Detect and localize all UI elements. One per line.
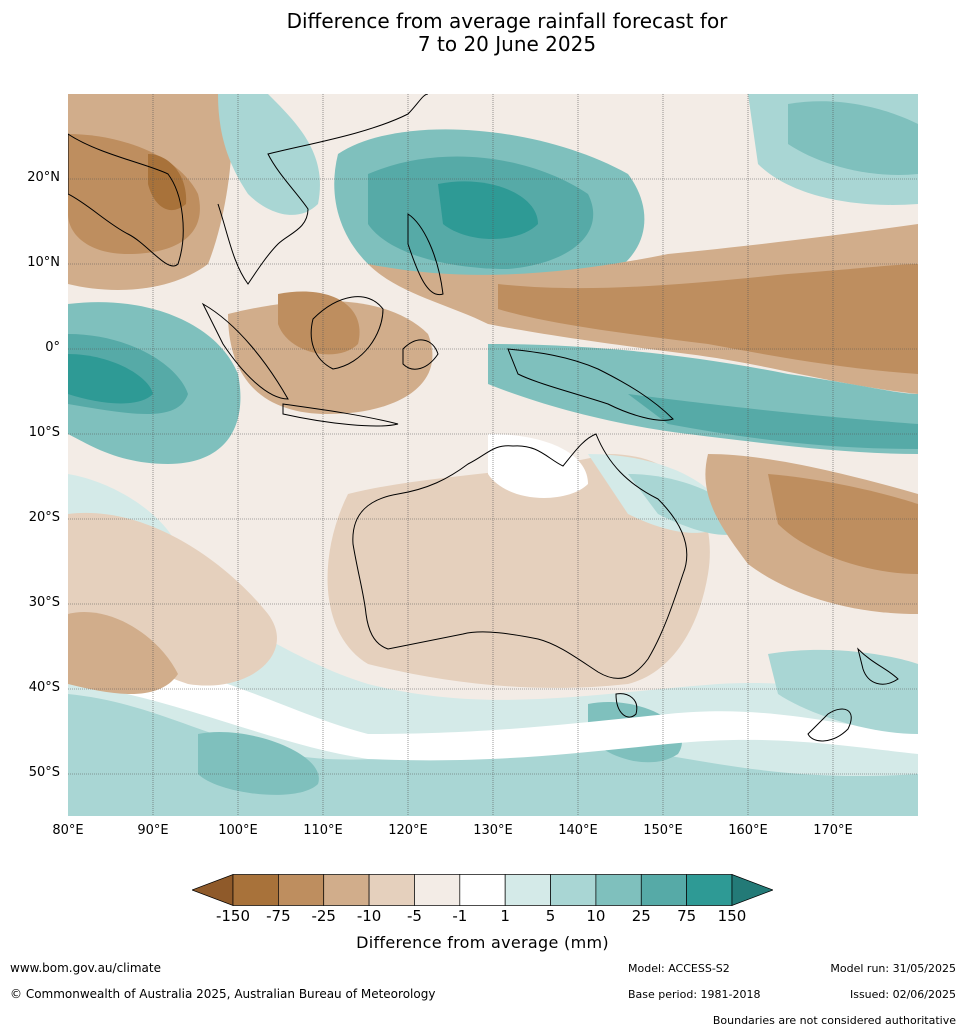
lon-label-130e: 130°E: [473, 823, 513, 838]
lon-label-150e: 150°E: [643, 823, 683, 838]
coastlines: [68, 94, 899, 742]
footer-copyright: © Commonwealth of Australia 2025, Austra…: [10, 987, 436, 1001]
colorbar-low-extend: [192, 874, 234, 906]
colorbar-high-extend: [731, 874, 773, 906]
australia-coastline: [352, 433, 688, 679]
australia-tan-region: [327, 454, 710, 688]
white-band-south: [68, 649, 918, 761]
colorbar: [192, 874, 773, 906]
colorbar-swatch: [504, 874, 551, 906]
coral-sea-teal: [628, 474, 748, 535]
lat-label-40s: 40°S: [28, 680, 60, 695]
map-gridlines: [68, 94, 918, 816]
colorbar-swatch: [459, 874, 506, 906]
borneo-coastline: [310, 296, 384, 370]
north-pacific-teal-2: [788, 101, 918, 175]
bay-of-bengal-brown: [148, 154, 187, 211]
colorbar-tick-label: -10: [356, 907, 382, 925]
colorbar-tick-label: 150: [717, 907, 747, 925]
sulawesi-coastline: [402, 339, 439, 370]
borneo-brown: [278, 291, 360, 355]
colorbar-tick-label: -75: [266, 907, 291, 925]
lon-label-120e: 120°E: [388, 823, 428, 838]
indochina-coastline: [217, 94, 429, 285]
new-guinea-coastline: [507, 348, 674, 421]
rainfall-map: [68, 94, 918, 816]
colorbar-swatch: [323, 874, 370, 906]
lon-label-90e: 90°E: [137, 823, 169, 838]
tasmania-coastline: [615, 693, 638, 718]
colorbar-swatch: [414, 874, 461, 906]
indochina-teal: [218, 94, 320, 215]
indian-ocean-brown-2: [68, 612, 178, 694]
lat-label-50s: 50°S: [28, 765, 60, 780]
colorbar-tick-label: 5: [545, 907, 556, 925]
new-zealand-coastline: [807, 647, 899, 742]
equatorial-pacific-teal-2: [628, 394, 918, 449]
footer-model: Model: ACCESS-S2: [628, 962, 730, 975]
colorbar-tick-label: -1: [452, 907, 468, 925]
colorbar-tick-label: 10: [586, 907, 606, 925]
colorbar-tick-label: 75: [677, 907, 697, 925]
lat-label-30s: 30°S: [28, 595, 60, 610]
lon-label-100e: 100°E: [218, 823, 258, 838]
north-australia-white: [488, 434, 588, 498]
lat-label-10n: 10°N: [27, 255, 60, 270]
lon-label-170e: 170°E: [813, 823, 853, 838]
rainfall-map-svg: [68, 94, 918, 816]
lon-label-140e: 140°E: [558, 823, 598, 838]
colorbar-swatch: [640, 874, 687, 906]
lat-label-20n: 20°N: [27, 170, 60, 185]
colorbar-swatch: [595, 874, 642, 906]
lat-label-0: 0°: [45, 340, 60, 355]
southern-teal-patch: [198, 732, 319, 795]
nz-teal: [768, 649, 918, 734]
colorbar-swatch: [278, 874, 325, 906]
footer-website: www.bom.gov.au/climate: [10, 961, 161, 975]
footer-disclaimer: Boundaries are not considered authoritat…: [712, 1014, 956, 1027]
colorbar-tick-label: -5: [406, 907, 422, 925]
java-coastline: [282, 403, 399, 427]
colorbar-tick-label: -150: [215, 907, 251, 925]
title-line-1: Difference from average rainfall forecas…: [286, 9, 728, 33]
india-coastline: [68, 133, 184, 267]
lat-label-10s: 10°S: [28, 425, 60, 440]
title-line-2: 7 to 20 June 2025: [417, 32, 597, 56]
colorbar-swatch: [686, 874, 733, 906]
colorbar-swatch: [368, 874, 415, 906]
central-pacific-brown-2: [498, 264, 918, 374]
philippine-sea-teal: [438, 181, 538, 239]
colorbar-tick-label: 1: [500, 907, 510, 925]
indonesia-brown: [228, 300, 433, 414]
map-title: Difference from average rainfall forecas…: [0, 10, 965, 56]
sumatra-coastline: [201, 302, 289, 400]
lon-label-160e: 160°E: [728, 823, 768, 838]
lat-label-20s: 20°S: [28, 510, 60, 525]
colorbar-tick-label: 25: [631, 907, 651, 925]
colorbar-swatch: [232, 874, 279, 906]
philippines-coastline: [407, 213, 444, 296]
footer-base-period: Base period: 1981-2018: [628, 988, 761, 1001]
lon-label-110e: 110°E: [303, 823, 343, 838]
equatorial-indian-teal-3: [68, 354, 153, 404]
tasman-brown-2: [768, 474, 918, 574]
lon-label-80e: 80°E: [52, 823, 84, 838]
footer-issued: Issued: 02/06/2025: [849, 988, 956, 1001]
colorbar-title: Difference from average (mm): [356, 933, 609, 952]
colorbar-tick-label: -25: [311, 907, 336, 925]
footer-model-run: Model run: 31/05/2025: [830, 962, 956, 975]
colorbar-swatch: [550, 874, 597, 906]
